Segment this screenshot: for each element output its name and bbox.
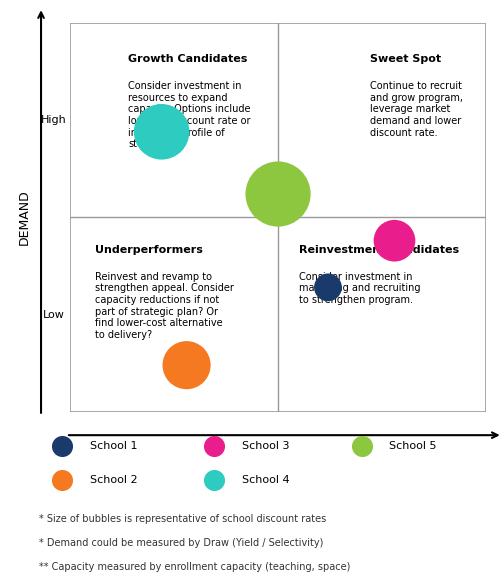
Text: DEMAND: DEMAND bbox=[18, 189, 31, 245]
Text: Sweet Spot: Sweet Spot bbox=[370, 54, 441, 64]
Point bbox=[182, 360, 190, 370]
Text: ** Capacity measured by enrollment capacity (teaching, space): ** Capacity measured by enrollment capac… bbox=[39, 562, 350, 571]
Text: * Demand could be measured by Draw (Yield / Selectivity): * Demand could be measured by Draw (Yiel… bbox=[39, 538, 323, 547]
Text: Underperformers: Underperformers bbox=[95, 245, 203, 255]
Point bbox=[158, 127, 166, 136]
Text: High: High bbox=[41, 115, 66, 125]
Text: Low: Low bbox=[43, 309, 65, 320]
Text: School 5: School 5 bbox=[389, 441, 437, 451]
Text: School 4: School 4 bbox=[241, 475, 289, 486]
Text: Reinvest and revamp to
strengthen appeal. Consider
capacity reductions if not
pa: Reinvest and revamp to strengthen appeal… bbox=[95, 272, 234, 340]
Text: Consider investment in
resources to expand
capacity. Options include
lowering di: Consider investment in resources to expa… bbox=[128, 81, 251, 149]
Text: * Size of bubbles is representative of school discount rates: * Size of bubbles is representative of s… bbox=[39, 514, 326, 523]
Text: Consider investment in
marketing and recruiting
to strengthen program.: Consider investment in marketing and rec… bbox=[299, 272, 420, 305]
Point bbox=[390, 236, 398, 245]
Point bbox=[324, 283, 332, 292]
Point bbox=[274, 189, 282, 198]
Text: School 3: School 3 bbox=[241, 441, 289, 451]
Text: Continue to recruit
and grow program,
leverage market
demand and lower
discount : Continue to recruit and grow program, le… bbox=[370, 81, 462, 138]
Text: Reinvestment Candidates: Reinvestment Candidates bbox=[299, 245, 459, 255]
Text: Growth Candidates: Growth Candidates bbox=[128, 54, 247, 64]
Text: School 1: School 1 bbox=[90, 441, 137, 451]
Text: School 2: School 2 bbox=[90, 475, 137, 486]
